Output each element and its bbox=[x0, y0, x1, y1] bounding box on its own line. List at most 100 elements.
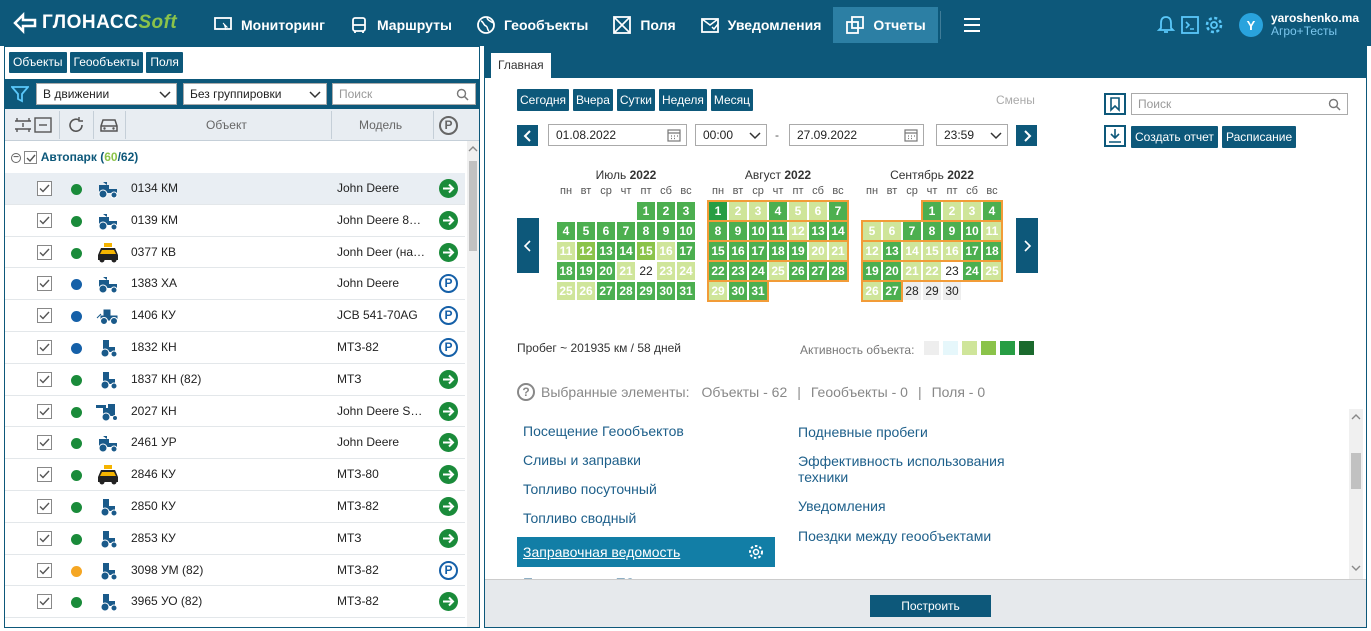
calendar-day[interactable]: 27 bbox=[597, 282, 615, 300]
object-name[interactable]: 0139 КМ bbox=[131, 212, 179, 227]
period-month[interactable]: Месяц bbox=[710, 89, 754, 111]
report-item[interactable]: Посещение Геообъектов bbox=[523, 423, 684, 439]
bookmark-button[interactable] bbox=[1104, 93, 1126, 115]
calendar-day[interactable]: 28 bbox=[903, 282, 921, 300]
nav-item-reports[interactable]: Отчеты bbox=[833, 7, 938, 43]
calendar-day[interactable]: 25 bbox=[983, 262, 1001, 280]
tab-fields[interactable]: Поля bbox=[146, 52, 183, 73]
row-checkbox[interactable] bbox=[37, 530, 52, 546]
grouping-select[interactable]: Без группировки bbox=[183, 83, 327, 105]
nav-item-monitor[interactable]: Мониторинг bbox=[201, 7, 337, 43]
scroll-thumb[interactable] bbox=[469, 161, 477, 251]
row-checkbox[interactable] bbox=[37, 594, 52, 610]
object-name[interactable]: 2853 КУ bbox=[131, 530, 176, 545]
calendar-day[interactable]: 7 bbox=[829, 202, 847, 220]
calendar-day[interactable]: 12 bbox=[577, 242, 595, 260]
table-row[interactable]: 0139 КМ John Deere 8… bbox=[5, 205, 465, 237]
calendar-day[interactable]: 29 bbox=[709, 282, 727, 300]
object-name[interactable]: 1406 КУ bbox=[131, 308, 176, 323]
calendar-day[interactable]: 16 bbox=[943, 242, 961, 260]
calendar-day[interactable]: 4 bbox=[983, 202, 1001, 220]
report-item[interactable]: Заправочная ведомость bbox=[517, 537, 775, 567]
calendar-day[interactable]: 30 bbox=[943, 282, 961, 300]
calendar-day[interactable]: 7 bbox=[903, 222, 921, 240]
group-checkbox[interactable] bbox=[24, 151, 38, 165]
calendar-day[interactable]: 3 bbox=[963, 202, 981, 220]
calendar-day[interactable]: 22 bbox=[923, 262, 941, 280]
table-row[interactable]: 3098 УМ (82) МТЗ-82 P bbox=[5, 555, 465, 587]
period-week[interactable]: Неделя bbox=[659, 89, 707, 111]
nav-item-mail-check[interactable]: Уведомления bbox=[688, 7, 834, 43]
object-name[interactable]: 2027 КН bbox=[131, 403, 177, 418]
table-row[interactable]: 1383 ХА John Deere P bbox=[5, 268, 465, 301]
parking-col-icon[interactable]: P bbox=[439, 116, 458, 135]
calendar-day[interactable]: 6 bbox=[597, 222, 615, 240]
build-button[interactable]: Построить bbox=[870, 595, 991, 617]
object-name[interactable]: 0377 КВ bbox=[131, 244, 177, 259]
gear-icon[interactable] bbox=[747, 543, 765, 561]
calendar-day[interactable]: 9 bbox=[657, 222, 675, 240]
shifts-label[interactable]: Смены bbox=[996, 93, 1035, 107]
objects-scrollbar[interactable] bbox=[467, 141, 479, 627]
nav-item-globe[interactable]: Геообъекты bbox=[464, 7, 600, 43]
calendar-day[interactable]: 2 bbox=[729, 202, 747, 220]
calendar-day[interactable]: 1 bbox=[923, 202, 941, 220]
calendar-day[interactable]: 3 bbox=[749, 202, 767, 220]
row-checkbox[interactable] bbox=[37, 244, 52, 260]
selected-geo[interactable]: Геообъекты - 0 bbox=[810, 384, 908, 400]
calendar-day[interactable]: 18 bbox=[557, 262, 575, 280]
calendar-day[interactable]: 25 bbox=[557, 282, 575, 300]
calendar-day[interactable]: 29 bbox=[637, 282, 655, 300]
calendar-day[interactable]: 30 bbox=[657, 282, 675, 300]
car-icon[interactable] bbox=[98, 115, 120, 135]
calendar-day[interactable]: 14 bbox=[903, 242, 921, 260]
selected-objects[interactable]: Объекты - 62 bbox=[701, 384, 788, 400]
selected-fields[interactable]: Поля - 0 bbox=[931, 384, 986, 400]
create-report-button[interactable]: Создать отчет bbox=[1131, 126, 1218, 148]
calendar-day[interactable]: 10 bbox=[963, 222, 981, 240]
row-checkbox[interactable] bbox=[37, 562, 52, 578]
calendar-day[interactable]: 1 bbox=[709, 202, 727, 220]
report-search-input[interactable]: Поиск bbox=[1131, 93, 1348, 115]
table-row[interactable]: 2027 КН John Deere S… bbox=[5, 396, 465, 428]
scroll-thumb[interactable] bbox=[1351, 453, 1361, 489]
calendar-day[interactable]: 17 bbox=[749, 242, 767, 260]
calendar-day[interactable]: 28 bbox=[617, 282, 635, 300]
calendar-day[interactable]: 17 bbox=[677, 242, 695, 260]
report-item[interactable]: Топливо сводный bbox=[523, 510, 636, 526]
row-checkbox[interactable] bbox=[37, 339, 52, 355]
report-item[interactable]: Эффективность использования техники bbox=[798, 453, 1038, 485]
object-name[interactable]: 0134 КМ bbox=[131, 181, 179, 195]
next-period-button[interactable] bbox=[1016, 125, 1037, 146]
object-name[interactable]: 1837 КН (82) bbox=[131, 371, 202, 386]
period-day[interactable]: Сутки bbox=[616, 89, 656, 111]
calendar-day[interactable]: 16 bbox=[657, 242, 675, 260]
calendar-day[interactable]: 23 bbox=[657, 262, 675, 280]
row-checkbox[interactable] bbox=[37, 435, 52, 451]
calendar-day[interactable]: 15 bbox=[637, 242, 655, 260]
calendar-day[interactable]: 13 bbox=[809, 222, 827, 240]
calendar-day[interactable]: 20 bbox=[597, 262, 615, 280]
calendar-day[interactable]: 14 bbox=[829, 222, 847, 240]
expand-icon[interactable] bbox=[13, 115, 33, 135]
table-row[interactable]: 2846 КУ МТЗ-80 bbox=[5, 459, 465, 491]
calendar-day[interactable]: 22 bbox=[709, 262, 727, 280]
collapse-group-icon[interactable]: − bbox=[11, 152, 21, 163]
calendar-day[interactable]: 17 bbox=[963, 242, 981, 260]
scroll-up-icon[interactable] bbox=[467, 144, 479, 154]
object-name[interactable]: 3965 УО (82) bbox=[131, 594, 203, 609]
row-checkbox[interactable] bbox=[37, 212, 52, 228]
calendar-day[interactable]: 9 bbox=[943, 222, 961, 240]
table-row[interactable]: 2853 КУ МТЗ bbox=[5, 523, 465, 555]
bell-icon[interactable] bbox=[1155, 14, 1177, 36]
calendar-day[interactable]: 21 bbox=[829, 242, 847, 260]
report-item[interactable]: Уведомления bbox=[798, 498, 886, 514]
object-name[interactable]: 2846 КУ bbox=[131, 467, 176, 482]
calendar-day[interactable]: 4 bbox=[557, 222, 575, 240]
tab-main[interactable]: Главная bbox=[491, 53, 551, 78]
calendar-day[interactable]: 5 bbox=[789, 202, 807, 220]
calendar-day[interactable]: 25 bbox=[769, 262, 787, 280]
row-checkbox[interactable] bbox=[37, 498, 52, 514]
calendar-day[interactable]: 13 bbox=[883, 242, 901, 260]
group-row[interactable]: − Автопарк (60/62) bbox=[5, 141, 465, 173]
